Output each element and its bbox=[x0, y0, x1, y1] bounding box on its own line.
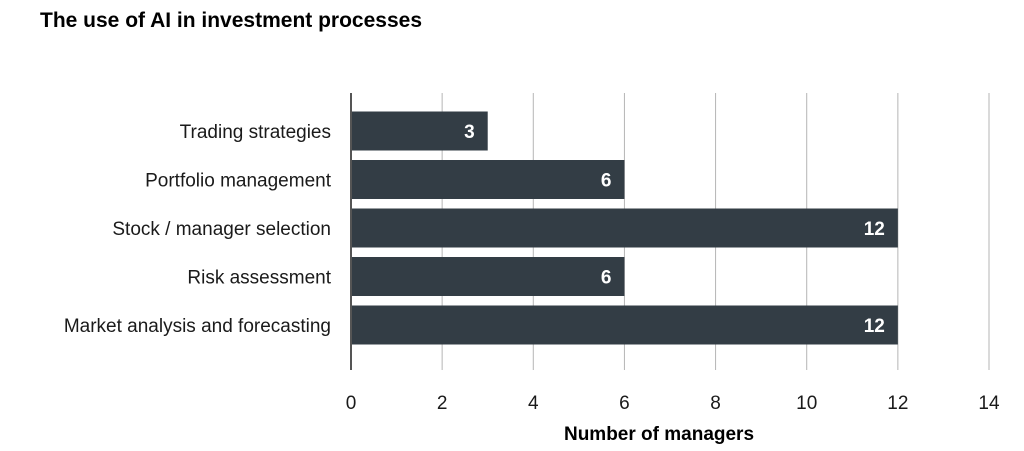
data-label-1: 6 bbox=[601, 171, 612, 192]
category-label-2: Stock / manager selection bbox=[112, 219, 331, 240]
category-label-4: Market analysis and forecasting bbox=[64, 316, 331, 337]
bar-2 bbox=[351, 208, 898, 248]
category-labels: Trading strategies Portfolio management St… bbox=[64, 122, 332, 337]
data-label-3: 6 bbox=[601, 268, 612, 289]
x-tick-10: 10 bbox=[796, 393, 817, 414]
chart-title: The use of AI in investment processes bbox=[40, 9, 422, 32]
x-tick-0: 0 bbox=[346, 393, 357, 414]
bar-4 bbox=[351, 305, 898, 345]
bar-1 bbox=[351, 160, 625, 199]
bar-0 bbox=[351, 111, 488, 151]
category-label-1: Portfolio management bbox=[145, 171, 332, 192]
data-label-0: 3 bbox=[464, 122, 475, 143]
bars: 3 6 12 6 12 bbox=[351, 111, 898, 345]
data-label-4: 12 bbox=[864, 316, 885, 337]
category-label-3: Risk assessment bbox=[187, 268, 331, 289]
data-label-2: 12 bbox=[864, 219, 885, 240]
x-tick-14: 14 bbox=[978, 393, 1000, 414]
bar-3 bbox=[351, 257, 625, 296]
x-tick-labels: 0 2 4 6 8 10 12 14 bbox=[346, 393, 1000, 414]
x-tick-2: 2 bbox=[437, 393, 448, 414]
x-tick-12: 12 bbox=[887, 393, 908, 414]
x-tick-6: 6 bbox=[619, 393, 630, 414]
x-tick-4: 4 bbox=[528, 393, 539, 414]
x-axis-label: Number of managers bbox=[564, 424, 754, 445]
x-tick-8: 8 bbox=[710, 393, 721, 414]
category-label-0: Trading strategies bbox=[180, 122, 331, 143]
